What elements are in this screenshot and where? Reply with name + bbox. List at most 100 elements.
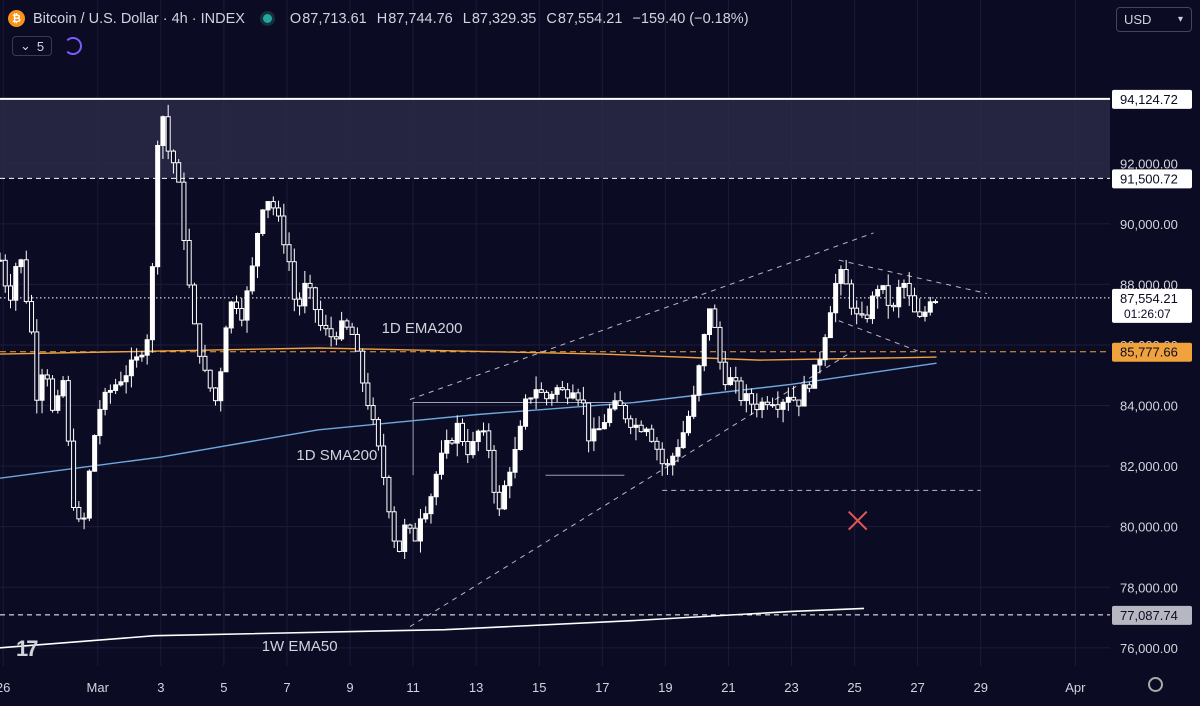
candle (896, 286, 902, 308)
currency-select[interactable]: USD ▾ (1116, 7, 1192, 32)
indicator-count: 5 (36, 38, 45, 54)
candle (596, 428, 602, 431)
candle (843, 269, 849, 285)
candle (92, 435, 98, 472)
candle (417, 518, 423, 542)
candle (754, 403, 760, 411)
candle (749, 393, 755, 405)
x-tick-label: 15 (532, 680, 546, 695)
candle (664, 463, 670, 466)
candle (722, 361, 728, 386)
candle (696, 365, 702, 396)
candle (869, 295, 875, 320)
candle (643, 428, 649, 433)
candle (817, 359, 823, 366)
candle (281, 215, 287, 246)
candle (764, 401, 770, 406)
candle (149, 266, 155, 341)
candle (386, 476, 392, 513)
candle (728, 377, 734, 386)
candle (354, 333, 360, 352)
candle (927, 301, 933, 313)
y-tick-label: 76,000.00 (1120, 641, 1178, 656)
price-label-box (1112, 605, 1192, 625)
candle (465, 440, 471, 456)
chart-annotation: 1W EMA50 (262, 638, 338, 655)
sync-icon[interactable] (64, 37, 83, 55)
candle (528, 397, 534, 400)
candle (333, 336, 339, 340)
candle (307, 282, 313, 289)
candle (864, 314, 870, 320)
candle (785, 396, 791, 403)
y-tick-label: 92,000.00 (1120, 156, 1178, 171)
candle (260, 209, 266, 235)
candle (607, 408, 613, 424)
candle (71, 440, 77, 508)
x-tick-label: 23 (784, 680, 798, 695)
candle (486, 430, 492, 451)
wedge-upper-line (838, 259, 988, 294)
candle (738, 380, 744, 402)
countdown-label: 01:26:07 (1124, 307, 1171, 321)
change-value: −159.40 (−0.18%) (632, 10, 749, 27)
ema200-line (0, 347, 937, 361)
candle (717, 326, 723, 363)
candle (775, 404, 781, 410)
candle (933, 301, 939, 304)
candle (538, 389, 544, 393)
candle (617, 400, 623, 406)
chevron-down-icon: ⌄ (20, 38, 31, 53)
symbol-title[interactable]: Bitcoin / U.S. Dollar · 4h · INDEX (33, 10, 245, 27)
candle (822, 337, 828, 361)
candle (207, 369, 213, 389)
sma200-line (0, 362, 937, 479)
candle (622, 404, 628, 420)
x-marker-icon (848, 510, 868, 531)
candle (360, 350, 366, 384)
candle (496, 491, 502, 510)
candle (423, 513, 429, 520)
candle (454, 422, 460, 444)
candle (507, 471, 513, 487)
candle (680, 432, 686, 449)
candle (191, 284, 197, 325)
candle (759, 401, 765, 411)
candle (586, 402, 592, 442)
chart-annotation: 1D SMA200 (296, 447, 377, 464)
candle (875, 289, 881, 297)
candle (691, 394, 697, 417)
candle (349, 326, 355, 335)
candle (312, 287, 318, 311)
candle (475, 430, 481, 443)
candle (848, 283, 854, 309)
candle (234, 301, 240, 309)
candle (770, 404, 776, 407)
price-label: 87,554.21 (1120, 291, 1178, 306)
candle (533, 389, 539, 399)
candle (44, 374, 50, 380)
support-box-top (412, 402, 625, 476)
x-tick-label: 21 (721, 680, 735, 695)
indicators-toggle-button[interactable]: ⌄ 5 (12, 36, 53, 56)
x-tick-label: Apr (1065, 680, 1086, 695)
ohlc-values: O87,713.61 H87,744.76 L87,329.35 C87,554… (289, 10, 749, 27)
candle (628, 418, 634, 428)
channel-upper-line (409, 232, 874, 400)
candle (318, 309, 324, 326)
candle (854, 307, 860, 315)
candle (396, 540, 402, 552)
y-tick-label: 80,000.00 (1120, 520, 1178, 535)
candle (885, 285, 891, 306)
candle (544, 391, 550, 400)
candle (134, 356, 140, 361)
x-tick-label: 3 (157, 680, 164, 695)
candle (712, 308, 718, 328)
gear-icon[interactable] (1148, 677, 1163, 692)
candle (60, 380, 66, 397)
candle (297, 298, 303, 307)
candle (670, 455, 676, 466)
candle (796, 399, 802, 407)
x-tick-label: 9 (346, 680, 353, 695)
